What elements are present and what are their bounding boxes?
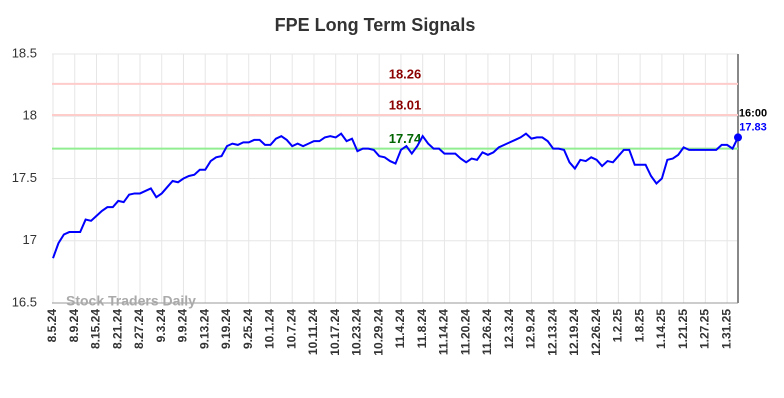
y-tick-label: 17.5 — [12, 170, 37, 185]
x-tick-label: 8.5.24 — [45, 309, 59, 343]
x-tick-label: 12.3.24 — [502, 309, 516, 349]
x-tick-label: 11.14.24 — [437, 309, 451, 355]
x-tick-label: 9.19.24 — [219, 309, 233, 349]
y-tick-label: 18.5 — [12, 45, 37, 60]
last-point — [734, 133, 742, 142]
last-time-label: 16:00 — [739, 107, 767, 119]
x-tick-label: 1.8.25 — [632, 309, 646, 343]
x-tick-label: 11.8.24 — [415, 309, 429, 349]
x-tick-label: 1.14.25 — [654, 309, 668, 349]
x-tick-label: 12.26.24 — [589, 309, 603, 356]
x-tick-label: 9.13.24 — [197, 309, 211, 349]
x-tick-label: 1.27.25 — [698, 309, 712, 349]
x-tick-label: 12.13.24 — [545, 309, 559, 356]
chart-title: FPE Long Term Signals — [275, 15, 476, 35]
y-tick-label: 18 — [23, 108, 37, 123]
x-tick-label: 9.25.24 — [241, 309, 255, 349]
x-tick-label: 10.1.24 — [263, 309, 277, 349]
last-value-label: 17.83 — [739, 121, 767, 133]
x-tick-label: 1.21.25 — [676, 309, 690, 349]
x-tick-label: 8.15.24 — [89, 309, 103, 349]
signal-label: 18.01 — [389, 97, 422, 112]
x-tick-label: 10.29.24 — [371, 309, 385, 356]
y-tick-label: 16.5 — [12, 294, 37, 309]
x-tick-label: 10.23.24 — [350, 309, 364, 356]
y-tick-label: 17 — [23, 232, 37, 247]
x-tick-label: 10.7.24 — [284, 309, 298, 349]
x-tick-label: 9.9.24 — [176, 309, 190, 343]
signal-label: 17.74 — [389, 131, 422, 146]
x-tick-label: 9.3.24 — [154, 309, 168, 343]
x-tick-label: 11.26.24 — [480, 309, 494, 355]
x-tick-label: 1.2.25 — [611, 309, 625, 343]
x-tick-label: 1.31.25 — [719, 309, 733, 349]
signal-label: 18.26 — [389, 66, 422, 81]
x-tick-label: 8.9.24 — [67, 309, 81, 343]
x-tick-label: 11.20.24 — [458, 309, 472, 355]
price-line — [52, 132, 739, 259]
x-tick-label: 12.19.24 — [567, 309, 581, 356]
x-tick-label: 11.4.24 — [393, 309, 407, 349]
x-tick-label: 10.17.24 — [328, 309, 342, 356]
x-tick-label: 8.21.24 — [110, 309, 124, 349]
x-tick-label: 12.9.24 — [524, 309, 538, 349]
x-tick-label: 8.27.24 — [132, 309, 146, 349]
x-tick-label: 10.11.24 — [306, 309, 320, 355]
watermark: Stock Traders Daily — [66, 293, 196, 309]
